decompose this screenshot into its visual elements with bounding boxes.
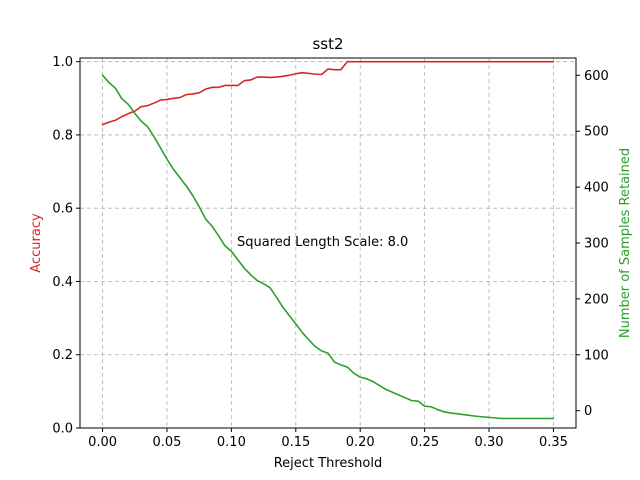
x-axis-label: Reject Threshold	[274, 456, 383, 471]
y-right-tick-label: 200	[584, 292, 609, 307]
y-left-tick-label: 0.0	[52, 422, 73, 437]
ticks: 0.00 0.05 0.10 0.15 0.20 0.25 0.30 0.35 0.0 0.2 0.…	[52, 55, 609, 450]
y-axis-left-label: Accuracy	[29, 213, 44, 273]
y-left-tick-label: 0.8	[52, 128, 73, 143]
y-axis-right-label: Number of Samples Retained	[618, 148, 633, 338]
chart-title: sst2	[312, 35, 343, 53]
x-tick-label: 0.30	[475, 435, 504, 450]
x-tick-label: 0.20	[346, 435, 375, 450]
y-right-tick-label: 300	[584, 237, 609, 252]
samples-retained-line	[101, 74, 555, 420]
y-right-tick-label: 500	[584, 125, 609, 140]
y-left-tick-label: 0.6	[52, 202, 73, 217]
x-tick-label: 0.35	[539, 435, 568, 450]
x-tick-label: 0.15	[281, 435, 310, 450]
annotation-text: Squared Length Scale: 8.0	[237, 235, 408, 250]
x-tick-label: 0.10	[217, 435, 246, 450]
y-left-tick-label: 0.4	[52, 275, 73, 290]
x-tick-label: 0.25	[410, 435, 439, 450]
series-lines	[101, 60, 555, 420]
accuracy-line	[101, 60, 555, 126]
y-right-tick-label: 600	[584, 69, 609, 84]
y-right-tick-label: 400	[584, 181, 609, 196]
x-tick-label: 0.05	[152, 435, 181, 450]
y-right-tick-label: 0	[584, 404, 592, 419]
y-left-tick-label: 0.2	[52, 348, 73, 363]
y-right-tick-label: 100	[584, 348, 609, 363]
x-tick-label: 0.00	[88, 435, 117, 450]
y-left-tick-label: 1.0	[52, 55, 73, 70]
